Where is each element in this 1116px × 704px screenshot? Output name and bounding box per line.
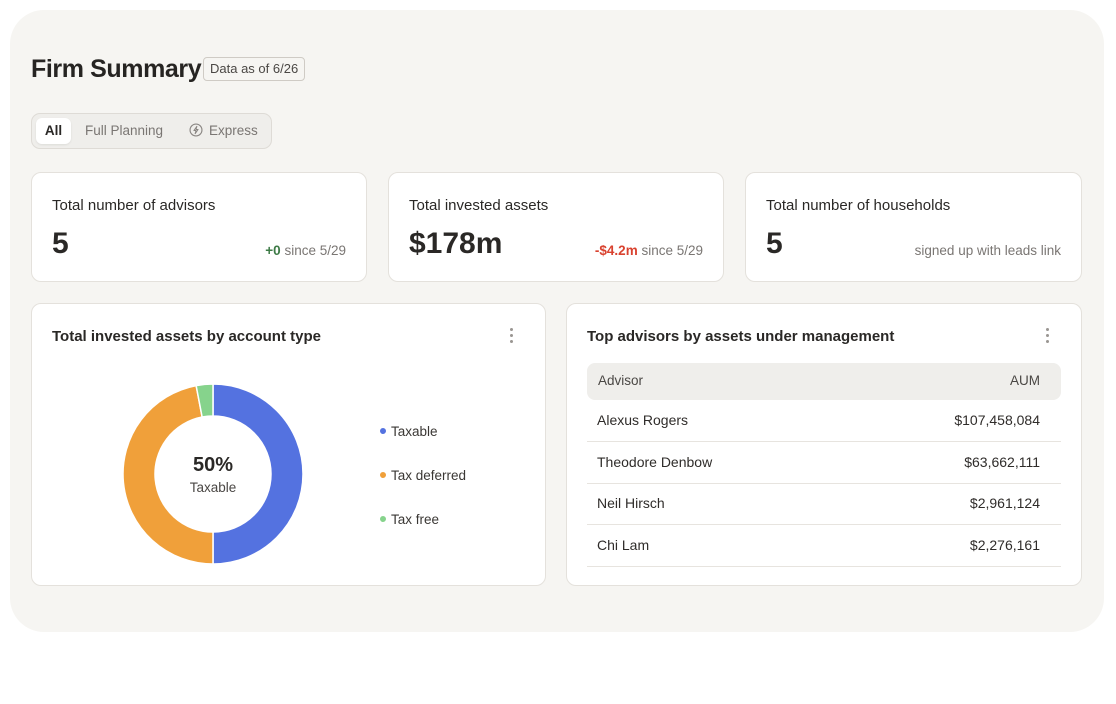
more-options-icon[interactable] (1046, 328, 1050, 346)
data-date-badge: Data as of 6/26 (203, 57, 306, 81)
donut-center-value: 50% (192, 454, 234, 476)
legend-dot (380, 472, 386, 478)
table-row[interactable]: Alexus Rogers $107,458,084 (587, 400, 1061, 442)
card-title: Top advisors by assets under management (587, 328, 895, 345)
tab-express[interactable]: Express (189, 118, 258, 144)
legend-item-taxable: Taxable (380, 424, 438, 439)
column-header-advisor: Advisor (598, 373, 644, 388)
legend-dot (380, 428, 386, 434)
account-type-card: Total invested assets by account type 50… (31, 303, 546, 586)
stat-card-invested-assets: Total invested assets $178m -$4.2m since… (388, 172, 724, 282)
tab-all[interactable]: All (36, 118, 71, 144)
more-options-icon[interactable] (510, 328, 514, 346)
donut-slice-tax-deferred[interactable] (122, 384, 214, 565)
tab-express-label: Express (209, 123, 258, 138)
legend-label: Taxable (391, 424, 438, 439)
legend-item-tax-deferred: Tax deferred (380, 468, 466, 483)
advisor-name: Chi Lam (597, 537, 650, 553)
advisor-aum: $107,458,084 (954, 412, 1040, 428)
tab-full-planning[interactable]: Full Planning (85, 123, 164, 138)
card-title: Total invested assets by account type (52, 328, 321, 345)
legend-label: Tax deferred (391, 468, 467, 483)
account-type-donut-chart (122, 383, 304, 565)
stat-card-households: Total number of households 5 signed up w… (745, 172, 1082, 282)
page-title: Firm Summary (31, 55, 202, 83)
donut-slice-tax-free[interactable] (195, 383, 214, 418)
donut-center-label: Taxable (189, 480, 237, 495)
advisor-name: Neil Hirsch (597, 495, 665, 511)
table-row[interactable]: Chi Lam $2,276,161 (587, 525, 1061, 567)
stat-card-advisors: Total number of advisors 5 +0 since 5/29 (31, 172, 367, 282)
table-header: Advisor AUM (587, 363, 1061, 400)
top-advisors-card: Top advisors by assets under management … (566, 303, 1082, 586)
advisor-aum: $2,961,124 (969, 495, 1040, 511)
stat-label: Total number of advisors (52, 197, 216, 214)
lightning-icon (189, 123, 203, 137)
stat-value: 5 (52, 227, 69, 260)
advisor-aum: $63,662,111 (964, 454, 1040, 470)
stat-label: Total number of households (766, 197, 951, 214)
legend-label: Tax free (391, 512, 440, 527)
advisor-name: Theodore Denbow (597, 454, 713, 470)
table-row[interactable]: Theodore Denbow $63,662,111 (587, 442, 1061, 484)
stat-value: 5 (766, 227, 783, 260)
stat-delta-suffix: since 5/29 (280, 243, 346, 258)
donut-slice-taxable[interactable] (212, 383, 304, 565)
stat-change: +0 since 5/29 (265, 243, 346, 258)
table-row[interactable]: Neil Hirsch $2,961,124 (587, 483, 1061, 525)
stat-label: Total invested assets (409, 197, 549, 214)
stat-note: signed up with leads link (914, 243, 1061, 258)
legend-item-tax-free: Tax free (380, 512, 439, 527)
stat-value: $178m (409, 227, 503, 260)
advisor-name: Alexus Rogers (597, 412, 689, 428)
stat-delta-value: +0 (265, 243, 281, 258)
stat-delta-suffix: since 5/29 (637, 243, 703, 258)
column-header-aum: AUM (1010, 373, 1040, 388)
stat-delta-value: -$4.2m (594, 243, 638, 258)
advisor-aum: $2,276,161 (969, 537, 1040, 553)
account-filter-tabs: All Full Planning Express (31, 113, 272, 149)
legend-dot (380, 516, 386, 522)
stat-change: -$4.2m since 5/29 (595, 243, 703, 258)
